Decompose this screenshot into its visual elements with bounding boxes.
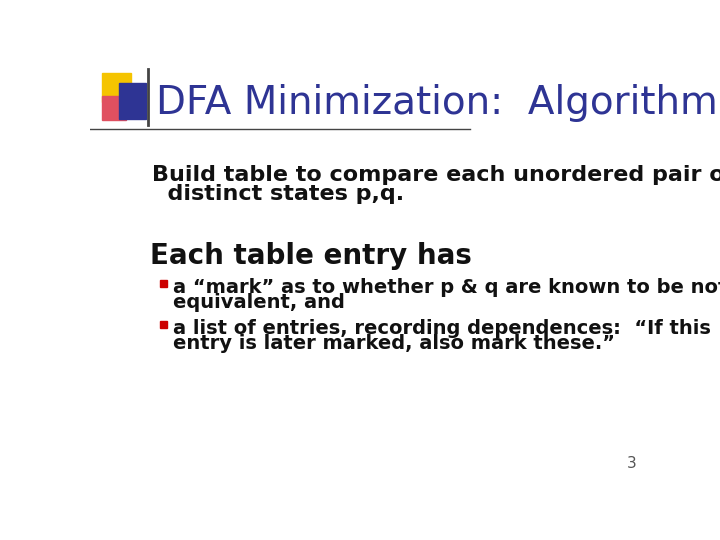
Text: DFA Minimization:  Algorithm: DFA Minimization: Algorithm (156, 84, 718, 122)
Bar (102, 96, 127, 120)
Text: equivalent, and: equivalent, and (173, 294, 345, 313)
Text: 3: 3 (626, 456, 636, 471)
Text: a list of entries, recording dependences:  “If this: a list of entries, recording dependences… (173, 319, 711, 338)
Text: Build table to compare each unordered pair of: Build table to compare each unordered pa… (152, 165, 720, 185)
Text: Each table entry has: Each table entry has (150, 242, 472, 270)
Text: a “mark” as to whether p & q are known to be not: a “mark” as to whether p & q are known t… (173, 278, 720, 297)
Text: entry is later marked, also mark these.”: entry is later marked, also mark these.” (173, 334, 615, 353)
Bar (160, 321, 167, 328)
Text: distinct states p,q.: distinct states p,q. (152, 184, 404, 204)
Bar (160, 280, 167, 287)
Bar (120, 83, 145, 119)
Bar (102, 72, 131, 102)
